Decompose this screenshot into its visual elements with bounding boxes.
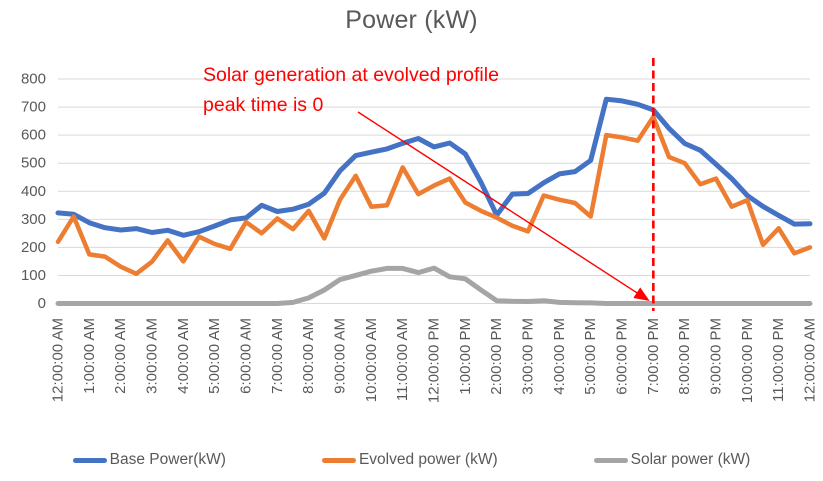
x-axis-tick-label: 12:00:00 PM [426, 318, 443, 403]
y-axis-tick-label: 0 [38, 295, 46, 312]
y-axis-tick-label: 200 [21, 239, 46, 256]
x-axis-tick-label: 12:00:00 AM [802, 318, 819, 402]
legend-label-solar-power: Solar power (kW) [630, 451, 751, 468]
legend-item-base-power: Base Power(kW) [72, 451, 226, 469]
y-axis-tick-label: 600 [21, 127, 46, 144]
x-axis-tick-label: 3:00:00 PM [520, 318, 537, 395]
legend-swatch-evolved-power [321, 457, 356, 463]
x-axis-tick-label: 11:00:00 AM [394, 318, 411, 401]
legend-item-evolved-power: Evolved power (kW) [321, 451, 498, 469]
series-line-solar-power-kw [55, 265, 813, 306]
legend-item-solar-power: Solar power (kW) [593, 451, 751, 469]
series-line-base-power-kw [55, 96, 813, 238]
y-axis-tick-label: 700 [21, 99, 46, 116]
x-axis-tick-label: 12:00:00 AM [50, 318, 67, 402]
y-axis-tick-label: 300 [21, 211, 46, 228]
y-axis-tick-label: 800 [21, 71, 46, 88]
y-axis-tick-label: 400 [21, 183, 46, 200]
x-axis-tick-label: 7:00:00 PM [645, 318, 662, 395]
legend-label-evolved-power: Evolved power (kW) [358, 451, 498, 468]
chart-canvas: 0 100 200 300 400 500 600 700 800 12:00:00 AM 1:00… [21, 58, 819, 403]
x-axis-tick-label: 1:00:00 AM [81, 318, 98, 394]
legend-swatch-solar-power [593, 457, 628, 463]
annotation-line-2: peak time is 0 [203, 94, 324, 116]
x-axis-tick-label: 9:00:00 PM [708, 318, 725, 395]
annotation-line-1: Solar generation at evolved profile [203, 64, 499, 86]
y-axis-tick-label: 100 [21, 267, 46, 284]
x-axis-tick-label: 6:00:00 PM [614, 318, 631, 395]
y-axis-tick-label: 500 [21, 155, 46, 172]
x-axis-tick-label: 4:00:00 PM [551, 318, 568, 395]
chart-title: Power (kW) [345, 6, 478, 34]
x-axis-tick-label: 2:00:00 PM [488, 318, 505, 395]
x-axis-tick-label: 4:00:00 AM [175, 318, 192, 394]
x-axis-tick-label: 3:00:00 AM [144, 318, 161, 394]
chart-legend: Base Power(kW) Evolved power (kW) Solar … [0, 451, 823, 469]
legend-label-base-power: Base Power(kW) [109, 451, 226, 468]
x-axis-tick-label: 8:00:00 PM [676, 318, 693, 395]
series-line-evolved-power-kw [55, 114, 813, 277]
x-axis-tick-label: 10:00:00 AM [363, 318, 380, 402]
x-axis-tick-label: 2:00:00 AM [112, 318, 129, 394]
annotation-arrow [357, 111, 650, 302]
annotation-callout: Solar generation at evolved profile peak… [203, 60, 499, 120]
x-axis-tick-label: 1:00:00 PM [457, 318, 474, 395]
legend-swatch-base-power [72, 457, 107, 463]
x-axis-tick-label: 11:00:00 PM [770, 318, 787, 402]
x-axis-tick-label: 8:00:00 AM [300, 318, 317, 394]
x-axis-tick-label: 5:00:00 AM [206, 318, 223, 394]
x-axis-tick-label: 6:00:00 AM [238, 318, 255, 394]
x-axis-tick-label: 10:00:00 PM [739, 318, 756, 403]
x-axis-tick-label: 5:00:00 PM [582, 318, 599, 395]
x-axis-tick-label: 9:00:00 AM [332, 318, 349, 394]
x-axis-tick-label: 7:00:00 AM [269, 318, 286, 394]
